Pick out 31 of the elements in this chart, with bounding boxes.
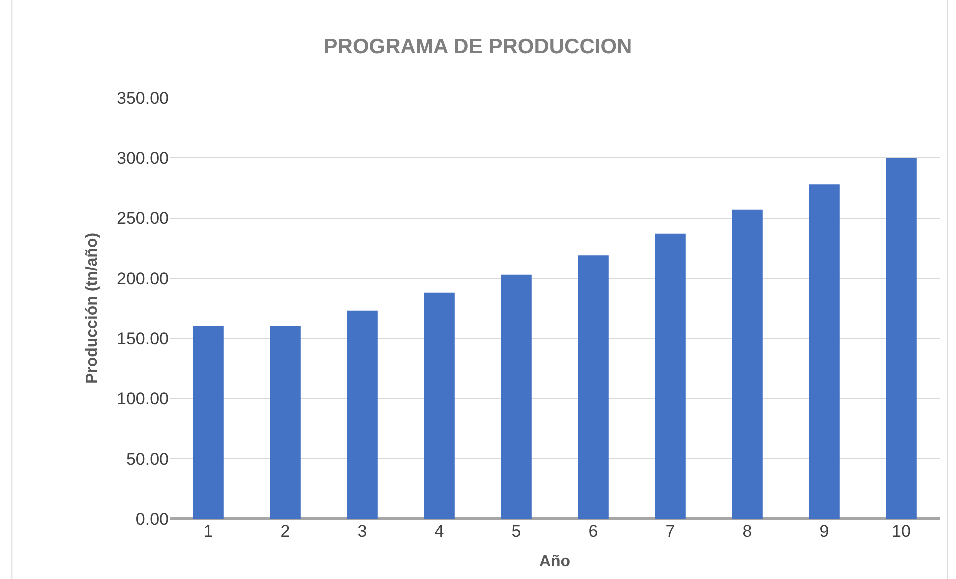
x-tick-label: 6 [588, 522, 598, 541]
y-tick-label: 250.00 [117, 209, 169, 228]
y-axis-title: Producción (tn/año) [84, 232, 101, 384]
x-tick-label: 2 [280, 522, 290, 541]
x-tick-label: 10 [892, 522, 911, 541]
x-tick-label: 9 [820, 522, 830, 541]
bar [424, 292, 455, 519]
y-tick-label: 0.00 [136, 510, 169, 529]
bar [809, 184, 840, 519]
bar [270, 326, 301, 519]
y-tick-label: 150.00 [117, 330, 169, 349]
bar [886, 158, 917, 519]
y-tick-label: 200.00 [117, 269, 169, 288]
bar [193, 326, 224, 519]
x-tick-label: 1 [204, 522, 214, 541]
x-tick-label: 4 [434, 522, 444, 541]
y-tick-label: 50.00 [126, 450, 169, 469]
bar [655, 234, 686, 519]
bar [732, 210, 763, 519]
x-tick-label: 3 [358, 522, 368, 541]
x-axis-title: Año [539, 554, 571, 571]
bar [347, 310, 378, 519]
y-tick-label: 350.00 [117, 88, 169, 108]
y-tick-label: 300.00 [117, 149, 169, 168]
x-tick-label: 5 [512, 522, 522, 541]
x-tick-label: 8 [742, 522, 752, 541]
chart-title: PROGRAMA DE PRODUCCION [324, 36, 632, 59]
y-tick-label: 100.00 [117, 390, 169, 409]
bar [578, 256, 609, 519]
x-tick-label: 7 [666, 522, 676, 541]
bar [501, 274, 532, 519]
